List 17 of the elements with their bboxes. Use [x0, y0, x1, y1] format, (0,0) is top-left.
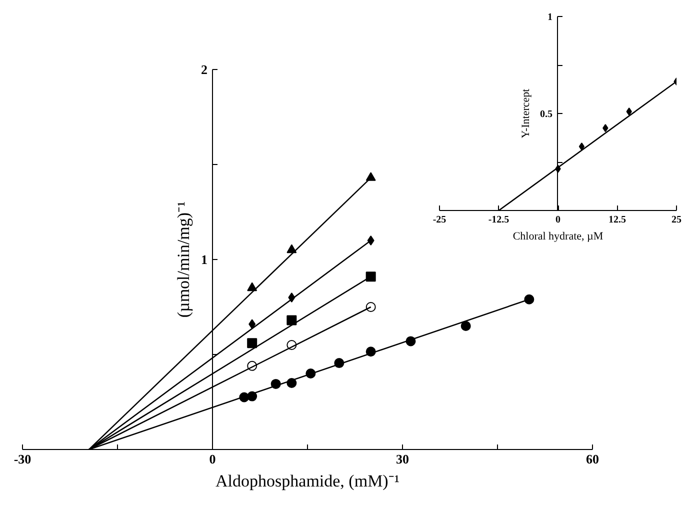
x-tick-label: 30: [396, 452, 409, 466]
y-tick-label: 2: [201, 62, 208, 77]
y-axis-title: Y-Intercept: [520, 88, 532, 138]
y-tick-label: 0.5: [540, 109, 552, 120]
x-tick-label: 60: [586, 452, 599, 466]
x-tick-label: 0: [209, 452, 216, 466]
x-tick-label: -30: [14, 452, 32, 466]
x-tick-label: 12.5: [608, 214, 626, 226]
x-tick-label: 0: [556, 214, 560, 226]
y-tick-label: 1: [548, 12, 552, 23]
x-axis-title: Chloral hydrate, µM: [512, 230, 604, 242]
x-tick-label: -25: [432, 214, 446, 226]
x-tick-label: -12.5: [488, 214, 510, 226]
x-tick-label: 25: [672, 214, 682, 226]
y-tick-label: 1: [201, 252, 208, 267]
x-axis-title: Aldophosphamide, (mM)⁻¹: [216, 472, 400, 490]
y-axis-title: (µmol/min/mg)⁻¹: [174, 201, 193, 318]
